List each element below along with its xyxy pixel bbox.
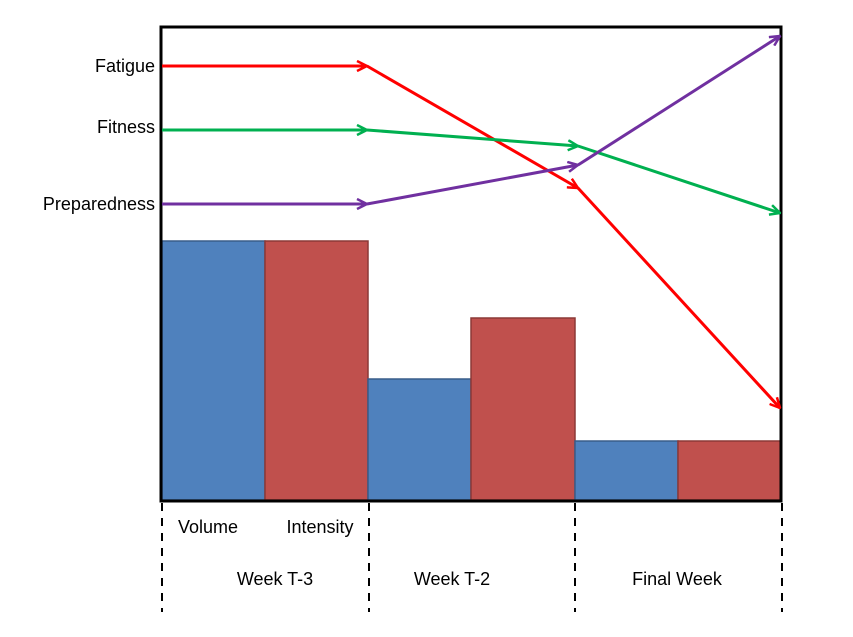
series-label: Preparedness [43, 194, 155, 214]
volume-bar [161, 240, 266, 501]
arrow [577, 144, 780, 213]
bar-label: Volume [178, 517, 238, 537]
arrow [366, 128, 578, 146]
arrow [366, 165, 578, 206]
series-label: Fitness [97, 117, 155, 137]
preparedness-arrows [162, 36, 780, 204]
frame [159, 25, 783, 503]
week-label: Week T-2 [414, 569, 490, 589]
fitness-arrows [162, 130, 780, 213]
intensity-bar [677, 440, 782, 501]
series-label: Fatigue [95, 56, 155, 76]
intensity-bar [264, 240, 369, 501]
bars [161, 240, 782, 501]
week-label: Final Week [632, 569, 723, 589]
intensity-bar [470, 317, 576, 501]
fatigue-arrows [162, 66, 780, 408]
week-label: Week T-3 [237, 569, 313, 589]
dividers [161, 503, 783, 612]
arrow [576, 186, 780, 408]
volume-bar [574, 440, 679, 501]
arrow [577, 36, 780, 167]
trend-arrows [162, 36, 780, 408]
arrow [366, 64, 578, 188]
bar-label: Intensity [286, 517, 353, 537]
volume-bar [367, 378, 472, 501]
